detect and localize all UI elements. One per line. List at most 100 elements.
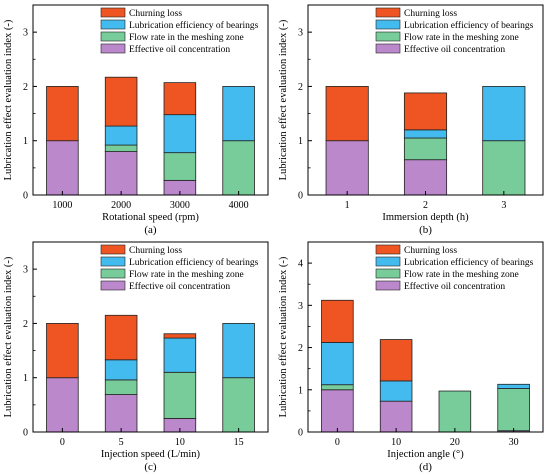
bar-segment xyxy=(104,394,138,433)
bar-segment xyxy=(46,323,79,379)
x-tick-label: 20 xyxy=(450,437,460,448)
legend-swatch xyxy=(375,43,401,54)
y-axis-title: Lubrication effect evaluation index (-) xyxy=(278,256,289,417)
legend-swatch xyxy=(375,256,401,267)
legend-label: Flow rate in the meshing zone xyxy=(404,270,519,280)
panel-caption: (a) xyxy=(144,224,157,236)
bar-segment xyxy=(104,314,138,361)
y-tick-label: 4 xyxy=(298,259,303,270)
y-tick-label: 0 xyxy=(298,428,303,439)
legend-label: Lubrication efficiency of bearings xyxy=(404,257,534,268)
x-tick-label: 3000 xyxy=(170,200,190,211)
bars xyxy=(46,76,255,196)
bar-segment xyxy=(497,388,530,432)
bar-segment xyxy=(325,86,369,142)
bar-segment xyxy=(104,144,138,152)
bar-segment xyxy=(403,159,448,196)
bar-segment xyxy=(163,337,197,373)
bar-segment xyxy=(379,339,413,382)
bar-segment xyxy=(163,152,197,181)
y-tick-label: 2 xyxy=(23,82,28,93)
bar-segment xyxy=(403,137,448,161)
y-tick-label: 2 xyxy=(298,343,303,354)
x-tick-label: 2000 xyxy=(111,200,131,211)
bar-segment xyxy=(46,377,79,433)
y-tick-label: 0 xyxy=(298,191,303,202)
legend-label: Effective oil concentration xyxy=(129,44,230,55)
bar-segment xyxy=(321,299,354,343)
bar-segment xyxy=(403,92,448,131)
bars xyxy=(46,314,255,433)
bar-segment xyxy=(222,377,255,433)
bar-segment xyxy=(163,114,197,154)
x-axis-title: Injection speed (L/min) xyxy=(101,449,201,460)
x-tick-label: 0 xyxy=(60,437,65,448)
y-tick-label: 1 xyxy=(23,373,28,384)
panel-c: 0 1 2 3 0 5 10 15 Injection speed (L/min) Lubrica… xyxy=(3,241,269,473)
legend-swatch xyxy=(375,280,401,291)
legend-label: Effective oil concentration xyxy=(404,281,505,292)
bar-segment xyxy=(325,140,369,196)
panel-caption: (d) xyxy=(419,461,432,473)
legend-label: Flow rate in the meshing zone xyxy=(129,33,244,43)
bar-segment xyxy=(379,400,413,433)
legend-label: Churning loss xyxy=(404,246,457,256)
y-tick-label: 1 xyxy=(298,136,303,147)
bar-segment xyxy=(321,384,354,391)
x-tick-label: 4000 xyxy=(229,200,249,211)
plot-frame xyxy=(32,241,269,433)
bar-segment xyxy=(222,86,255,142)
legend-label: Churning loss xyxy=(404,9,457,19)
x-tick-label: 3 xyxy=(501,200,506,211)
x-axis-title: Immersion depth (h) xyxy=(382,212,469,223)
x-tick-label: 2 xyxy=(423,200,428,211)
legend-swatch xyxy=(100,31,126,42)
y-tick-label: 3 xyxy=(23,265,28,276)
bar-segment xyxy=(163,371,197,419)
panel-caption: (c) xyxy=(144,461,157,473)
y-tick-label: 3 xyxy=(298,28,303,39)
bar-segment xyxy=(163,82,197,116)
y-axis-title: Lubrication effect evaluation index (-) xyxy=(278,19,289,180)
legend-swatch xyxy=(100,280,126,291)
bar-segment xyxy=(46,86,79,142)
legend-label: Churning loss xyxy=(129,9,182,19)
legend-swatch xyxy=(375,31,401,42)
bars xyxy=(321,299,530,433)
x-tick-label: 30 xyxy=(509,437,519,448)
bar-segment xyxy=(438,390,472,433)
legend-label: Effective oil concentration xyxy=(404,44,505,55)
legend-label: Churning loss xyxy=(129,246,182,256)
bar-segment xyxy=(163,333,197,339)
legend-swatch xyxy=(100,268,126,279)
panel-b: 0 1 2 3 1 2 3 Immersion depth (h) Lubrication ef… xyxy=(278,4,544,236)
legend-swatch xyxy=(375,268,401,279)
bar-segment xyxy=(222,323,255,379)
x-axis-title: Injection angle (°) xyxy=(387,449,464,460)
bar-segment xyxy=(403,129,448,139)
legend-swatch xyxy=(375,19,401,30)
y-tick-label: 0 xyxy=(23,191,28,202)
bar-segment xyxy=(321,389,354,433)
panel-a: 0 1 2 3 1000 2000 3000 4000 Rotational speed (rp… xyxy=(3,4,269,236)
bar-segment xyxy=(482,86,526,142)
y-tick-label: 3 xyxy=(23,28,28,39)
legend-swatch xyxy=(100,43,126,54)
bar-segment xyxy=(379,380,413,402)
bar-segment xyxy=(104,379,138,395)
legend-swatch xyxy=(375,7,401,18)
legend-label: Flow rate in the meshing zone xyxy=(404,33,519,43)
y-tick-label: 2 xyxy=(23,319,28,330)
x-tick-label: 10 xyxy=(391,437,401,448)
bar-segment xyxy=(104,125,138,146)
legend-label: Flow rate in the meshing zone xyxy=(129,270,244,280)
x-tick-label: 15 xyxy=(234,437,244,448)
bar-segment xyxy=(222,140,255,196)
legend-label: Lubrication efficiency of bearings xyxy=(129,20,259,31)
y-tick-label: 1 xyxy=(23,136,28,147)
